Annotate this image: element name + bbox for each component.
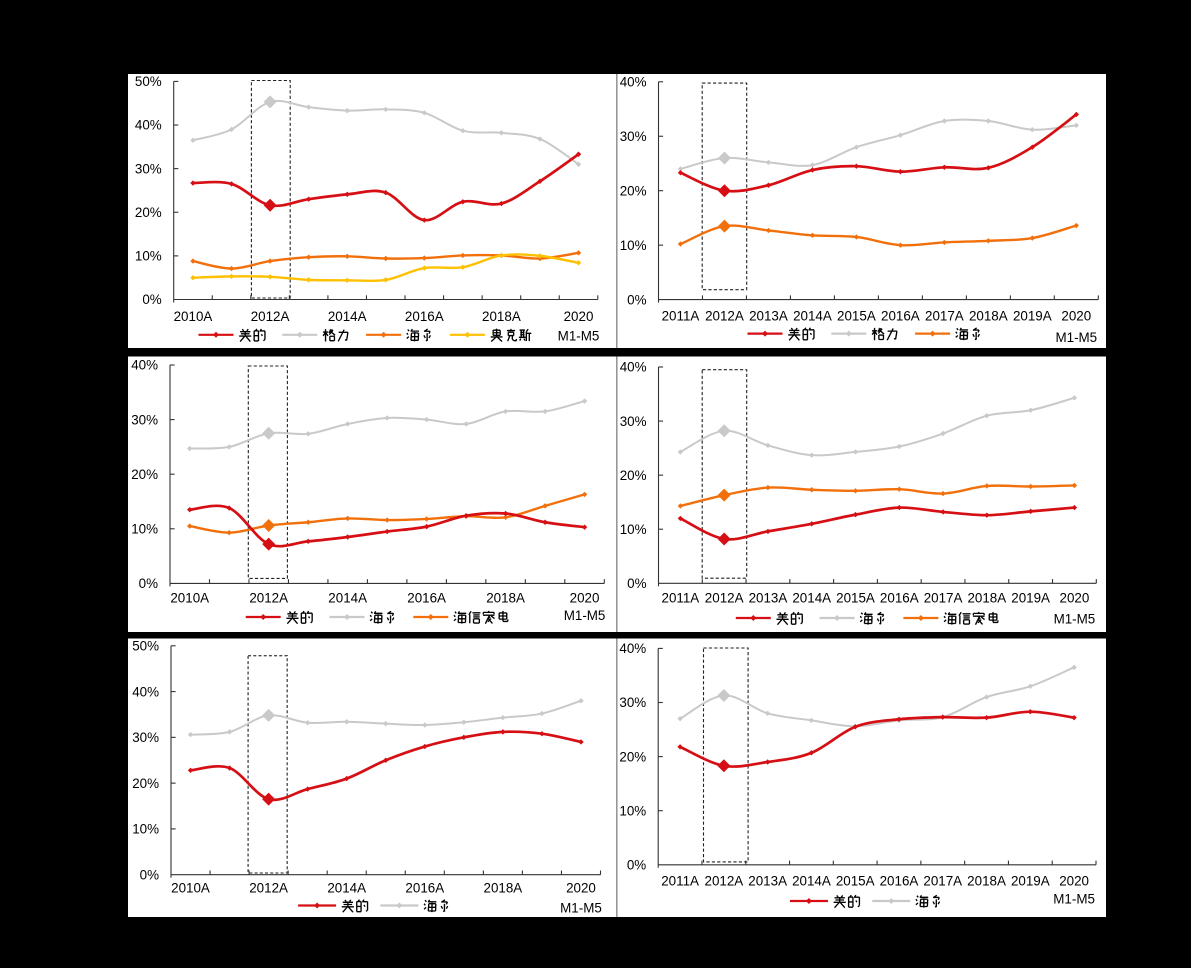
- svg-text:2012A: 2012A: [705, 308, 744, 323]
- svg-text:10%: 10%: [132, 822, 159, 837]
- svg-text:30%: 30%: [620, 129, 647, 144]
- svg-text:M1-M5: M1-M5: [558, 329, 600, 344]
- svg-text:2018A: 2018A: [969, 308, 1008, 323]
- svg-text:2014A: 2014A: [792, 591, 831, 606]
- svg-text:10%: 10%: [131, 522, 158, 537]
- svg-text:2018A: 2018A: [484, 881, 523, 896]
- svg-text:2014A: 2014A: [793, 308, 832, 323]
- svg-text:40%: 40%: [620, 360, 647, 375]
- svg-text:40%: 40%: [135, 118, 162, 133]
- svg-text:2015A: 2015A: [837, 308, 876, 323]
- svg-text:0%: 0%: [142, 292, 161, 307]
- svg-text:20%: 20%: [131, 467, 158, 482]
- svg-text:2010A: 2010A: [174, 309, 213, 324]
- svg-text:2012A: 2012A: [249, 881, 288, 896]
- svg-text:40%: 40%: [620, 75, 647, 90]
- svg-text:2020: 2020: [564, 309, 594, 324]
- svg-text:2015A: 2015A: [836, 591, 875, 606]
- svg-text:M1-M5: M1-M5: [560, 901, 602, 916]
- svg-text:2020: 2020: [566, 881, 596, 896]
- svg-text:2014A: 2014A: [792, 874, 831, 889]
- svg-text:2020: 2020: [1060, 591, 1090, 606]
- svg-text:2018A: 2018A: [482, 309, 521, 324]
- svg-text:2016A: 2016A: [881, 308, 920, 323]
- svg-text:2016A: 2016A: [405, 309, 444, 324]
- svg-text:2016A: 2016A: [407, 591, 446, 606]
- svg-text:2017A: 2017A: [924, 591, 963, 606]
- svg-text:0%: 0%: [627, 858, 646, 873]
- svg-text:2019A: 2019A: [1013, 308, 1052, 323]
- svg-text:2012A: 2012A: [705, 874, 744, 889]
- svg-text:2014A: 2014A: [328, 591, 367, 606]
- svg-text:50%: 50%: [135, 74, 162, 89]
- svg-text:2016A: 2016A: [880, 591, 919, 606]
- svg-text:30%: 30%: [131, 412, 158, 427]
- svg-text:2013A: 2013A: [748, 874, 787, 889]
- svg-text:20%: 20%: [620, 183, 647, 198]
- svg-text:M1-M5: M1-M5: [1053, 892, 1095, 907]
- svg-text:20%: 20%: [620, 468, 647, 483]
- svg-text:2014A: 2014A: [328, 309, 367, 324]
- svg-text:2012A: 2012A: [251, 309, 290, 324]
- svg-text:20%: 20%: [135, 205, 162, 220]
- svg-text:2018A: 2018A: [967, 591, 1006, 606]
- svg-text:2012A: 2012A: [705, 591, 744, 606]
- svg-text:40%: 40%: [131, 358, 158, 373]
- svg-text:10%: 10%: [135, 249, 162, 264]
- svg-text:0%: 0%: [627, 292, 646, 307]
- svg-text:2011A: 2011A: [662, 308, 700, 323]
- svg-text:2015A: 2015A: [836, 874, 875, 889]
- svg-text:20%: 20%: [132, 776, 159, 791]
- svg-text:40%: 40%: [132, 684, 159, 699]
- svg-text:2020: 2020: [570, 591, 600, 606]
- svg-text:30%: 30%: [620, 414, 647, 429]
- svg-text:2016A: 2016A: [405, 881, 444, 896]
- svg-text:2018A: 2018A: [486, 591, 525, 606]
- svg-text:10%: 10%: [620, 522, 647, 537]
- svg-text:20%: 20%: [619, 749, 646, 764]
- svg-text:0%: 0%: [627, 576, 646, 591]
- svg-text:M1-M5: M1-M5: [1054, 612, 1096, 627]
- svg-text:2016A: 2016A: [880, 874, 919, 889]
- svg-text:2012A: 2012A: [249, 591, 288, 606]
- svg-text:30%: 30%: [619, 695, 646, 710]
- svg-text:0%: 0%: [139, 576, 158, 591]
- svg-text:2017A: 2017A: [923, 874, 962, 889]
- svg-text:2020: 2020: [1059, 874, 1089, 889]
- svg-text:2010A: 2010A: [171, 881, 210, 896]
- svg-text:2020: 2020: [1061, 308, 1091, 323]
- svg-text:0%: 0%: [140, 867, 159, 882]
- svg-text:2013A: 2013A: [749, 308, 788, 323]
- svg-text:2011A: 2011A: [661, 874, 699, 889]
- svg-text:2019A: 2019A: [1011, 874, 1050, 889]
- svg-text:10%: 10%: [619, 803, 646, 818]
- svg-text:40%: 40%: [619, 641, 646, 656]
- svg-text:30%: 30%: [132, 730, 159, 745]
- svg-text:2018A: 2018A: [967, 874, 1006, 889]
- svg-text:2010A: 2010A: [170, 591, 209, 606]
- svg-text:M1-M5: M1-M5: [564, 608, 606, 623]
- svg-text:30%: 30%: [135, 161, 162, 176]
- svg-text:2013A: 2013A: [749, 591, 788, 606]
- svg-text:50%: 50%: [132, 639, 159, 654]
- svg-text:M1-M5: M1-M5: [1055, 330, 1097, 345]
- svg-text:10%: 10%: [620, 238, 647, 253]
- svg-text:2017A: 2017A: [925, 308, 964, 323]
- svg-text:2019A: 2019A: [1011, 591, 1050, 606]
- svg-text:2014A: 2014A: [327, 881, 366, 896]
- svg-text:2011A: 2011A: [662, 591, 700, 606]
